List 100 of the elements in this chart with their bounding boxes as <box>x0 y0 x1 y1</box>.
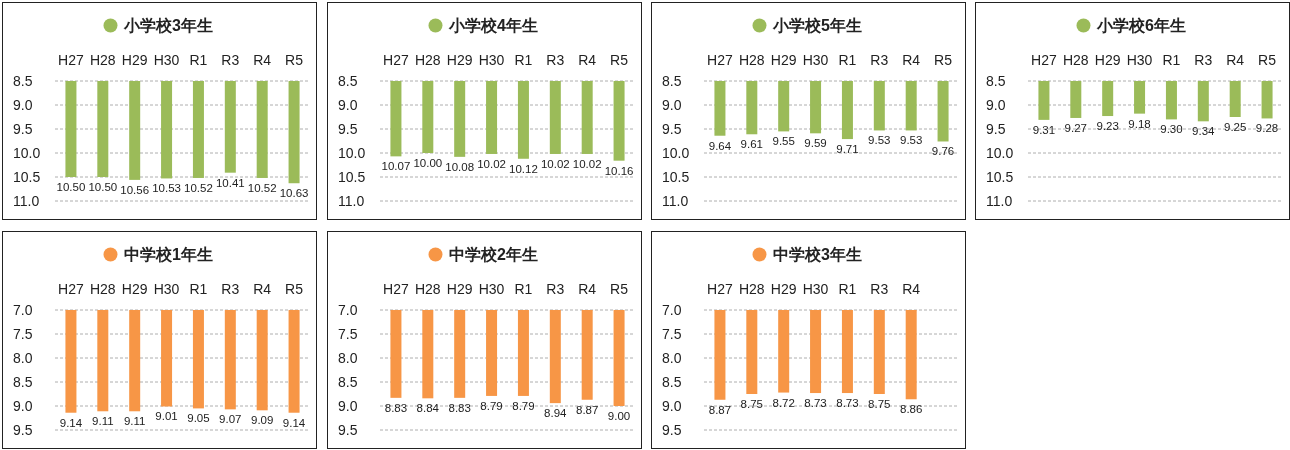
data-label: 9.11 <box>123 415 146 428</box>
x-tick-label: H30 <box>802 281 829 297</box>
y-tick-label: 10.5 <box>986 169 1014 185</box>
x-tick-label: R1 <box>189 52 208 68</box>
y-tick-label: 11.0 <box>662 193 689 209</box>
data-label: 8.79 <box>480 399 503 412</box>
data-label: 8.72 <box>772 396 795 409</box>
x-tick-label: R3 <box>870 52 889 68</box>
data-label: 9.30 <box>1160 123 1183 136</box>
data-label: 9.00 <box>607 410 631 422</box>
x-tick-label: H28 <box>414 281 441 297</box>
data-label: 9.31 <box>1032 123 1056 136</box>
x-tick-label: H29 <box>1094 52 1121 68</box>
x-tick-label: R3 <box>870 281 889 297</box>
data-label: 9.53 <box>868 134 891 147</box>
x-tick-label: R1 <box>514 52 533 68</box>
data-label: 8.73 <box>804 397 827 410</box>
data-label: 9.09 <box>250 414 274 427</box>
x-tick-label: R3 <box>221 281 240 297</box>
x-tick-label: R5 <box>934 52 953 68</box>
x-tick-label: H27 <box>707 52 733 68</box>
x-tick-label: H27 <box>383 281 409 297</box>
y-tick-label: 9.0 <box>338 398 358 414</box>
y-tick-label: 8.5 <box>13 73 33 89</box>
data-label: 10.16 <box>604 164 634 177</box>
x-tick-label: R5 <box>610 281 629 297</box>
x-tick-label: R5 <box>285 52 304 68</box>
data-label: 8.83 <box>384 401 408 414</box>
data-label: 10.02 <box>572 157 602 170</box>
chart-title: 中学校2年生 <box>449 246 538 263</box>
x-tick-label: R1 <box>838 281 857 297</box>
data-label: 9.55 <box>772 135 795 148</box>
data-label: 8.84 <box>416 402 440 415</box>
chart-title: 小学校4年生 <box>448 17 538 34</box>
x-tick-label: H29 <box>770 52 797 68</box>
x-tick-label: R4 <box>1226 52 1245 68</box>
y-tick-label: 9.0 <box>662 97 682 113</box>
x-tick-label: R4 <box>578 281 597 297</box>
x-tick-label: H30 <box>802 52 829 68</box>
data-label: 9.14 <box>282 416 306 429</box>
data-label: 10.56 <box>120 183 150 196</box>
y-tick-label: 9.0 <box>662 398 682 414</box>
chart-title: 中学校3年生 <box>773 246 862 263</box>
data-label: 9.05 <box>187 412 210 425</box>
y-tick-label: 7.0 <box>13 302 33 318</box>
y-tick-label: 11.0 <box>13 193 40 209</box>
y-tick-label: 10.5 <box>13 169 41 185</box>
chart-title: 小学校6年生 <box>1096 17 1186 34</box>
data-label: 8.73 <box>836 397 859 410</box>
data-label: 8.94 <box>544 407 568 420</box>
y-tick-label: 8.5 <box>338 374 358 390</box>
y-tick-label: 9.5 <box>338 422 358 438</box>
data-label: 9.64 <box>708 139 732 152</box>
data-label: 9.18 <box>1128 117 1151 130</box>
y-tick-label: 10.0 <box>13 145 41 161</box>
y-tick-label: 7.5 <box>13 326 33 342</box>
data-label: 9.76 <box>931 145 955 158</box>
data-label: 9.53 <box>899 134 923 147</box>
y-tick-label: 10.5 <box>338 169 366 185</box>
y-tick-label: 9.0 <box>338 97 358 113</box>
y-tick-label: 9.0 <box>986 97 1006 113</box>
y-tick-label: 7.0 <box>662 302 682 318</box>
data-label: 10.00 <box>413 157 443 169</box>
x-tick-label: H27 <box>58 52 84 68</box>
y-tick-label: 9.5 <box>338 121 358 137</box>
x-tick-label: H30 <box>478 52 505 68</box>
x-tick-label: H27 <box>707 281 733 297</box>
x-tick-label: R4 <box>253 281 272 297</box>
y-tick-label: 10.0 <box>338 145 366 161</box>
y-tick-label: 8.5 <box>662 73 682 89</box>
x-tick-label: H28 <box>738 281 765 297</box>
y-tick-label: 9.0 <box>13 97 33 113</box>
data-label: 9.61 <box>740 138 764 151</box>
y-tick-label: 9.5 <box>662 121 682 137</box>
data-label: 10.08 <box>445 160 475 173</box>
x-tick-label: H29 <box>121 281 148 297</box>
data-label: 8.87 <box>708 403 732 416</box>
x-tick-label: R4 <box>902 52 921 68</box>
y-tick-label: 8.5 <box>338 73 358 89</box>
y-tick-label: 8.0 <box>662 350 682 366</box>
y-tick-label: 8.5 <box>13 374 33 390</box>
y-tick-label: 9.5 <box>662 422 682 438</box>
data-label: 9.01 <box>155 410 178 423</box>
data-label: 10.50 <box>56 181 86 193</box>
data-label: 9.28 <box>1255 122 1279 135</box>
y-tick-label: 7.0 <box>338 302 358 318</box>
x-tick-label: H28 <box>414 52 441 68</box>
x-tick-label: H30 <box>1126 52 1153 68</box>
x-tick-label: H30 <box>153 281 180 297</box>
data-label: 9.14 <box>59 416 83 429</box>
x-tick-label: R3 <box>221 52 240 68</box>
chart-title: 小学校3年生 <box>123 17 213 34</box>
data-label: 10.50 <box>88 181 118 193</box>
y-tick-label: 10.0 <box>662 145 690 161</box>
y-tick-label: 8.5 <box>986 73 1006 89</box>
data-label: 8.79 <box>512 399 535 412</box>
x-tick-label: R4 <box>253 52 272 68</box>
x-tick-label: R1 <box>838 52 857 68</box>
x-tick-label: R5 <box>285 281 304 297</box>
data-label: 10.12 <box>509 162 538 175</box>
